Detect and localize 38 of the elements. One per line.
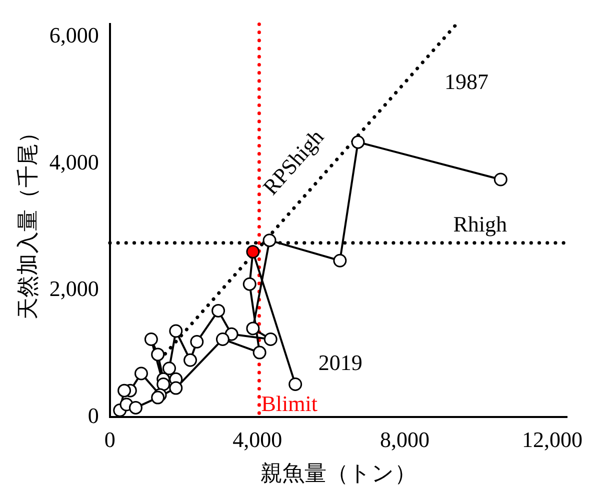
- point: [144, 332, 158, 346]
- point: [288, 377, 302, 391]
- point: [118, 384, 132, 398]
- point: [252, 346, 266, 360]
- point: [216, 332, 230, 346]
- x-tick-label: 4,000: [232, 427, 282, 452]
- point: [190, 335, 204, 349]
- point: [128, 400, 142, 414]
- point: [246, 322, 260, 336]
- point: [333, 254, 347, 268]
- point: [351, 135, 365, 149]
- y-axis-title: 天然加入量（千尾）: [14, 122, 40, 320]
- y-tick-label: 2,000: [49, 276, 99, 302]
- x-axis-title: 親魚量（トン）: [260, 460, 416, 486]
- point: [184, 353, 198, 367]
- y-tick-label: 0: [88, 402, 99, 428]
- x-tick-label: 8,000: [380, 427, 430, 452]
- point: [162, 362, 176, 376]
- point: [264, 332, 278, 346]
- point: [242, 277, 256, 291]
- point: [246, 245, 260, 259]
- point: [151, 390, 165, 404]
- x-tick-label: 12,000: [522, 427, 583, 452]
- y-tick-label: 4,000: [49, 149, 99, 174]
- point: [156, 377, 170, 391]
- point: [494, 172, 508, 186]
- point: [169, 324, 183, 338]
- ref-line-label: Blimit: [261, 390, 318, 416]
- ref-line-label: Rhigh: [453, 212, 508, 237]
- point: [212, 304, 226, 318]
- annotation: 2019: [318, 350, 362, 376]
- point: [262, 234, 276, 248]
- point: [134, 366, 148, 380]
- y-tick-label: 6,000: [49, 22, 99, 48]
- x-tick-label: 0: [104, 427, 116, 452]
- point: [151, 348, 165, 362]
- annotation: 1987: [444, 68, 488, 94]
- point: [169, 381, 183, 395]
